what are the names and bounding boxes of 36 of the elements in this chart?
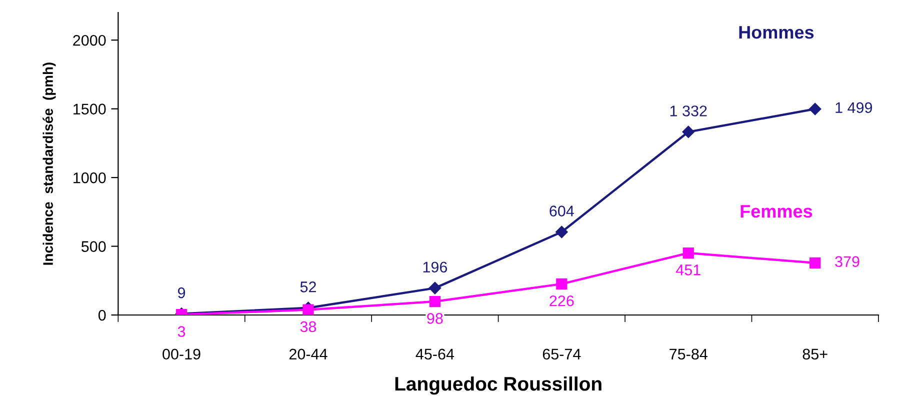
data-label: 451 (676, 264, 700, 276)
point (682, 247, 694, 259)
data-label: 379 (835, 256, 860, 268)
point (429, 296, 441, 308)
data-label: 9 (178, 287, 186, 298)
point (682, 126, 694, 138)
text: Femmes (740, 205, 812, 218)
x-tick-label: 85+ (802, 348, 828, 360)
data-label: 38 (300, 321, 316, 332)
point (556, 278, 568, 290)
point (302, 304, 314, 315)
data-label: 98 (427, 313, 443, 324)
text: Hommes (739, 26, 814, 39)
x-tick-label: 75-84 (670, 348, 708, 360)
data-label: 196 (423, 262, 448, 273)
data-label: 226 (550, 295, 574, 306)
point (556, 226, 568, 238)
y-tick-label: 2000 (73, 34, 106, 46)
x-axis-title: Languedoc Roussillon (395, 376, 602, 395)
x-tick-label: 20-44 (289, 348, 328, 360)
data-label: 1 499 (836, 102, 872, 114)
data-label: 604 (550, 206, 574, 216)
data-label: 1 332 (670, 106, 707, 116)
point (428, 282, 442, 294)
x-tick-label: 45-64 (416, 348, 454, 360)
y-tick-label: 0 (98, 310, 106, 321)
data-label: 3 (178, 326, 186, 337)
y-tick-label: 500 (81, 241, 106, 252)
data-label: 52 (300, 282, 316, 292)
x-tick-label: 00-19 (162, 348, 200, 360)
x-tick-label: 65-74 (542, 348, 581, 360)
point (808, 102, 822, 116)
y-tick-label: 1000 (74, 172, 106, 184)
y-tick-label: 1500 (74, 104, 106, 115)
y-axis-title: Incidence standardisée (pmh) (42, 62, 56, 265)
point (810, 257, 821, 268)
